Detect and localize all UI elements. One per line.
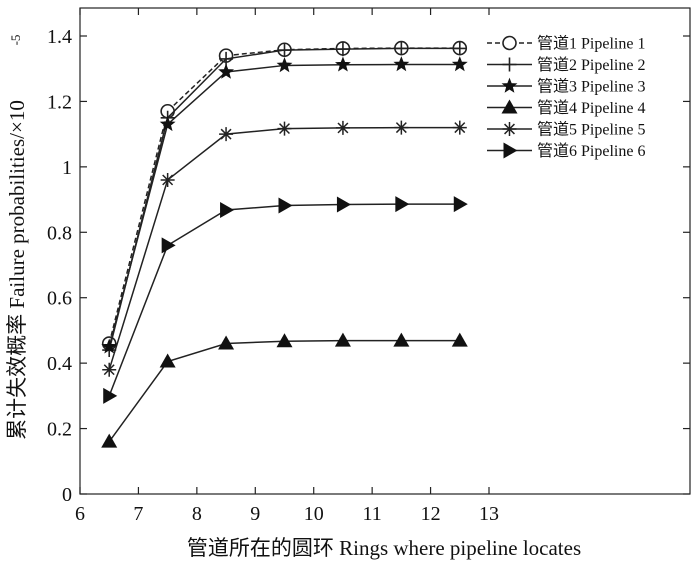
legend-label: 管道3 Pipeline 3: [537, 78, 645, 96]
legend-label: 管道4 Pipeline 4: [537, 99, 645, 117]
y-tick-label: 1: [62, 157, 72, 179]
x-axis-label: 管道所在的圆环 Rings where pipeline locates: [187, 536, 581, 560]
x-tick-label: 9: [250, 503, 260, 525]
data-point: [452, 41, 467, 56]
series-3: [101, 56, 468, 354]
data-point: [276, 333, 293, 348]
y-axis-exponent: -5: [8, 35, 23, 46]
data-point: [220, 202, 235, 219]
legend-marker: [501, 99, 518, 114]
y-tick-label: 0.2: [47, 419, 72, 441]
x-tick-label: 6: [75, 503, 85, 525]
series-2: [102, 41, 467, 358]
x-tick-label: 13: [479, 503, 499, 525]
data-point: [453, 196, 468, 213]
data-point: [103, 387, 118, 404]
data-point: [219, 51, 234, 66]
data-point: [393, 332, 410, 347]
series-6: [103, 196, 468, 404]
data-point: [159, 353, 176, 368]
data-point: [334, 332, 351, 347]
data-point: [335, 56, 351, 72]
legend-marker: [502, 35, 517, 51]
legend-marker: [503, 142, 518, 159]
legend-label: 管道5 Pipeline 5: [537, 121, 645, 139]
data-point: [395, 196, 410, 213]
legend-label: 管道1 Pipeline 1: [537, 35, 645, 53]
series-1: [101, 40, 468, 351]
series-line: [108, 339, 460, 443]
data-point: [277, 43, 292, 58]
y-tick-label: 1.2: [47, 91, 72, 113]
data-point: [452, 120, 467, 135]
legend-entry: 管道2 Pipeline 2: [487, 56, 645, 74]
data-point: [218, 335, 235, 350]
data-point: [219, 127, 234, 142]
x-tick-label: 11: [363, 503, 382, 525]
data-point: [336, 196, 351, 213]
legend: 管道1 Pipeline 1 管道2 Pipeline 2 管道3 Pipeline…: [487, 35, 645, 160]
y-tick-label: 0.6: [47, 288, 72, 310]
legend-entry: 管道6 Pipeline 6: [487, 142, 645, 160]
data-point: [451, 56, 468, 72]
legend-entry: 管道1 Pipeline 1: [487, 35, 645, 53]
data-point: [101, 433, 118, 448]
axes: 6 7 8 9 10 11 12 13 0 0.2 0.4 0.6 0.8 1 1.2 1.4: [47, 7, 691, 525]
y-axis-label: 累计失效概率 Failure probabilities/×10: [5, 100, 29, 440]
series-group: [101, 40, 468, 448]
data-point: [394, 120, 409, 135]
legend-label: 管道6 Pipeline 6: [537, 142, 645, 160]
data-point: [278, 197, 293, 214]
data-point: [102, 362, 117, 377]
legend-entry: 管道3 Pipeline 3: [487, 78, 645, 96]
legend-marker: [502, 122, 517, 136]
data-point: [218, 63, 234, 79]
data-point: [451, 332, 468, 347]
data-point: [393, 56, 410, 72]
series-line: [108, 47, 460, 344]
data-point: [159, 115, 176, 132]
x-tick-label: 8: [192, 503, 202, 525]
x-tick-label: 10: [304, 503, 324, 525]
data-point: [335, 120, 350, 135]
series-4: [101, 332, 468, 448]
data-point: [335, 42, 350, 57]
plot-frame: [79, 7, 691, 495]
data-point: [276, 57, 293, 73]
legend-entry: 管道4 Pipeline 4: [487, 99, 645, 117]
legend-marker: [501, 77, 518, 93]
data-point: [394, 41, 409, 56]
data-point: [101, 338, 118, 354]
y-tick-label: 0: [62, 484, 72, 506]
y-tick-label: 0.8: [47, 222, 72, 244]
data-point: [161, 237, 176, 254]
data-point: [277, 121, 292, 136]
x-tick-label: 12: [421, 503, 441, 525]
y-tick-label: 0.4: [47, 353, 72, 375]
y-tick-label: 1.4: [47, 26, 72, 48]
data-point: [160, 172, 175, 187]
legend-marker: [502, 57, 517, 72]
series-5: [102, 120, 467, 377]
legend-entry: 管道5 Pipeline 5: [487, 121, 645, 139]
x-tick-label: 7: [133, 503, 143, 525]
legend-label: 管道2 Pipeline 2: [537, 56, 645, 74]
